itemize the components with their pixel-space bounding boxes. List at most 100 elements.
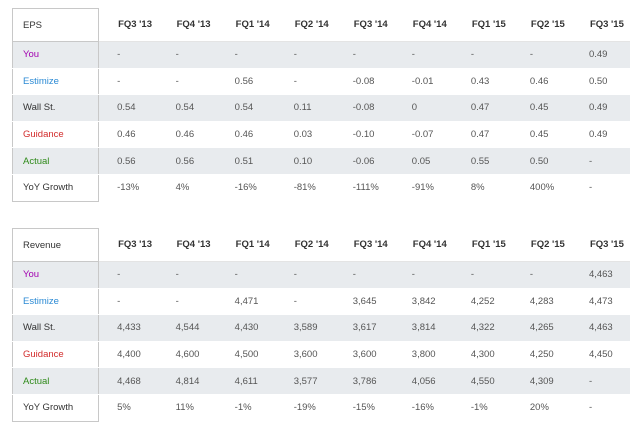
revenue-quarter-header: FQ4 '13 [157, 228, 217, 262]
eps-cell: -111% [334, 174, 394, 202]
eps-cell: 0.10 [275, 147, 335, 175]
revenue-row-you: You - - - - - - - - 4,463 [11, 261, 630, 289]
eps-cell: -81% [275, 174, 335, 202]
eps-cell: 0.50 [511, 147, 571, 175]
eps-quarter-header: FQ4 '14 [393, 8, 453, 42]
revenue-quarter-header: FQ3 '13 [98, 228, 158, 262]
eps-cell: 0.47 [452, 121, 512, 149]
revenue-cell: - [157, 261, 217, 289]
eps-cell: - [334, 41, 394, 69]
eps-cell: -13% [98, 174, 158, 202]
eps-cell: 0.54 [98, 94, 158, 122]
revenue-cell: - [393, 261, 453, 289]
eps-cell: - [157, 41, 217, 69]
eps-cell: -0.01 [393, 68, 453, 96]
revenue-cell: 4,471 [216, 288, 276, 316]
revenue-cell: 4,309 [511, 367, 571, 395]
eps-cell: 0.43 [452, 68, 512, 96]
eps-header-row: EPS FQ3 '13 FQ4 '13 FQ1 '14 FQ2 '14 FQ3 … [11, 8, 630, 42]
revenue-cell: 4,473 [570, 288, 630, 316]
eps-cell: 0.55 [452, 147, 512, 175]
eps-row-wall-st: Wall St. 0.54 0.54 0.54 0.11 -0.08 0 0.4… [11, 94, 630, 122]
eps-cell: 400% [511, 174, 571, 202]
revenue-cell: 4,300 [452, 341, 512, 369]
revenue-cell: 4,463 [570, 261, 630, 289]
revenue-cell: 4,450 [570, 341, 630, 369]
eps-row-estimize: Estimize - - 0.56 - -0.08 -0.01 0.43 0.4… [11, 68, 630, 96]
eps-cell: -16% [216, 174, 276, 202]
revenue-cell: 4,283 [511, 288, 571, 316]
revenue-row-label-estimize: Estimize [11, 288, 100, 316]
eps-cell: 0 [393, 94, 453, 122]
revenue-cell: 4,322 [452, 314, 512, 342]
revenue-cell: - [216, 261, 276, 289]
eps-cell: - [452, 41, 512, 69]
eps-cell: -0.08 [334, 94, 394, 122]
eps-cell: -0.08 [334, 68, 394, 96]
eps-cell: 0.46 [157, 121, 217, 149]
revenue-cell: 3,842 [393, 288, 453, 316]
revenue-row-label-wall-st: Wall St. [11, 314, 100, 342]
eps-cell: 0.46 [216, 121, 276, 149]
revenue-cell: - [275, 288, 335, 316]
revenue-row-label-actual: Actual [11, 367, 100, 395]
revenue-cell: 3,577 [275, 367, 335, 395]
eps-cell: 0.46 [511, 68, 571, 96]
revenue-header-row: Revenue FQ3 '13 FQ4 '13 FQ1 '14 FQ2 '14 … [11, 228, 630, 262]
eps-cell: -91% [393, 174, 453, 202]
revenue-cell: - [98, 261, 158, 289]
revenue-cell: 3,589 [275, 314, 335, 342]
revenue-row-guidance: Guidance 4,400 4,600 4,500 3,600 3,600 3… [11, 341, 630, 369]
eps-row-label-you: You [11, 41, 100, 69]
eps-cell: 0.46 [98, 121, 158, 149]
revenue-cell: -19% [275, 394, 335, 422]
eps-quarter-header: FQ3 '15 [570, 8, 630, 42]
revenue-cell: 4,550 [452, 367, 512, 395]
eps-cell: - [393, 41, 453, 69]
revenue-cell: 3,600 [334, 341, 394, 369]
revenue-quarter-header: FQ2 '14 [275, 228, 335, 262]
revenue-row-yoy-growth: YoY Growth 5% 11% -1% -19% -15% -16% -1%… [11, 394, 630, 422]
revenue-cell: - [570, 367, 630, 395]
eps-cell: -0.07 [393, 121, 453, 149]
revenue-quarter-header: FQ3 '14 [334, 228, 394, 262]
revenue-cell: -1% [452, 394, 512, 422]
revenue-quarter-header: FQ1 '14 [216, 228, 276, 262]
revenue-cell: 4,250 [511, 341, 571, 369]
revenue-cell: 3,800 [393, 341, 453, 369]
revenue-cell: - [275, 261, 335, 289]
revenue-cell: 4,056 [393, 367, 453, 395]
eps-cell: - [157, 68, 217, 96]
eps-cell: 0.54 [157, 94, 217, 122]
eps-row-label-wall-st: Wall St. [11, 94, 100, 122]
revenue-cell: 3,645 [334, 288, 394, 316]
revenue-cell: 20% [511, 394, 571, 422]
revenue-cell: - [98, 288, 158, 316]
revenue-quarter-header: FQ2 '15 [511, 228, 571, 262]
eps-cell: - [570, 174, 630, 202]
revenue-cell: 4,265 [511, 314, 571, 342]
revenue-row-label-you: You [11, 261, 100, 289]
eps-cell: 0.45 [511, 121, 571, 149]
eps-cell: 0.11 [275, 94, 335, 122]
eps-cell: -0.06 [334, 147, 394, 175]
eps-cell: - [275, 41, 335, 69]
eps-cell: - [216, 41, 276, 69]
revenue-row-actual: Actual 4,468 4,814 4,611 3,577 3,786 4,0… [11, 367, 630, 395]
revenue-cell: -1% [216, 394, 276, 422]
eps-table: EPS FQ3 '13 FQ4 '13 FQ1 '14 FQ2 '14 FQ3 … [11, 8, 630, 202]
revenue-cell: -16% [393, 394, 453, 422]
revenue-cell: 4,500 [216, 341, 276, 369]
eps-row-yoy-growth: YoY Growth -13% 4% -16% -81% -111% -91% … [11, 174, 630, 202]
revenue-cell: 3,600 [275, 341, 335, 369]
revenue-cell: 11% [157, 394, 217, 422]
revenue-cell: 3,786 [334, 367, 394, 395]
eps-cell: 0.05 [393, 147, 453, 175]
eps-cell: - [98, 41, 158, 69]
eps-cell: 0.03 [275, 121, 335, 149]
revenue-cell: 4,468 [98, 367, 158, 395]
revenue-cell: -15% [334, 394, 394, 422]
eps-cell: 0.56 [157, 147, 217, 175]
eps-cell: 0.45 [511, 94, 571, 122]
eps-cell: - [275, 68, 335, 96]
